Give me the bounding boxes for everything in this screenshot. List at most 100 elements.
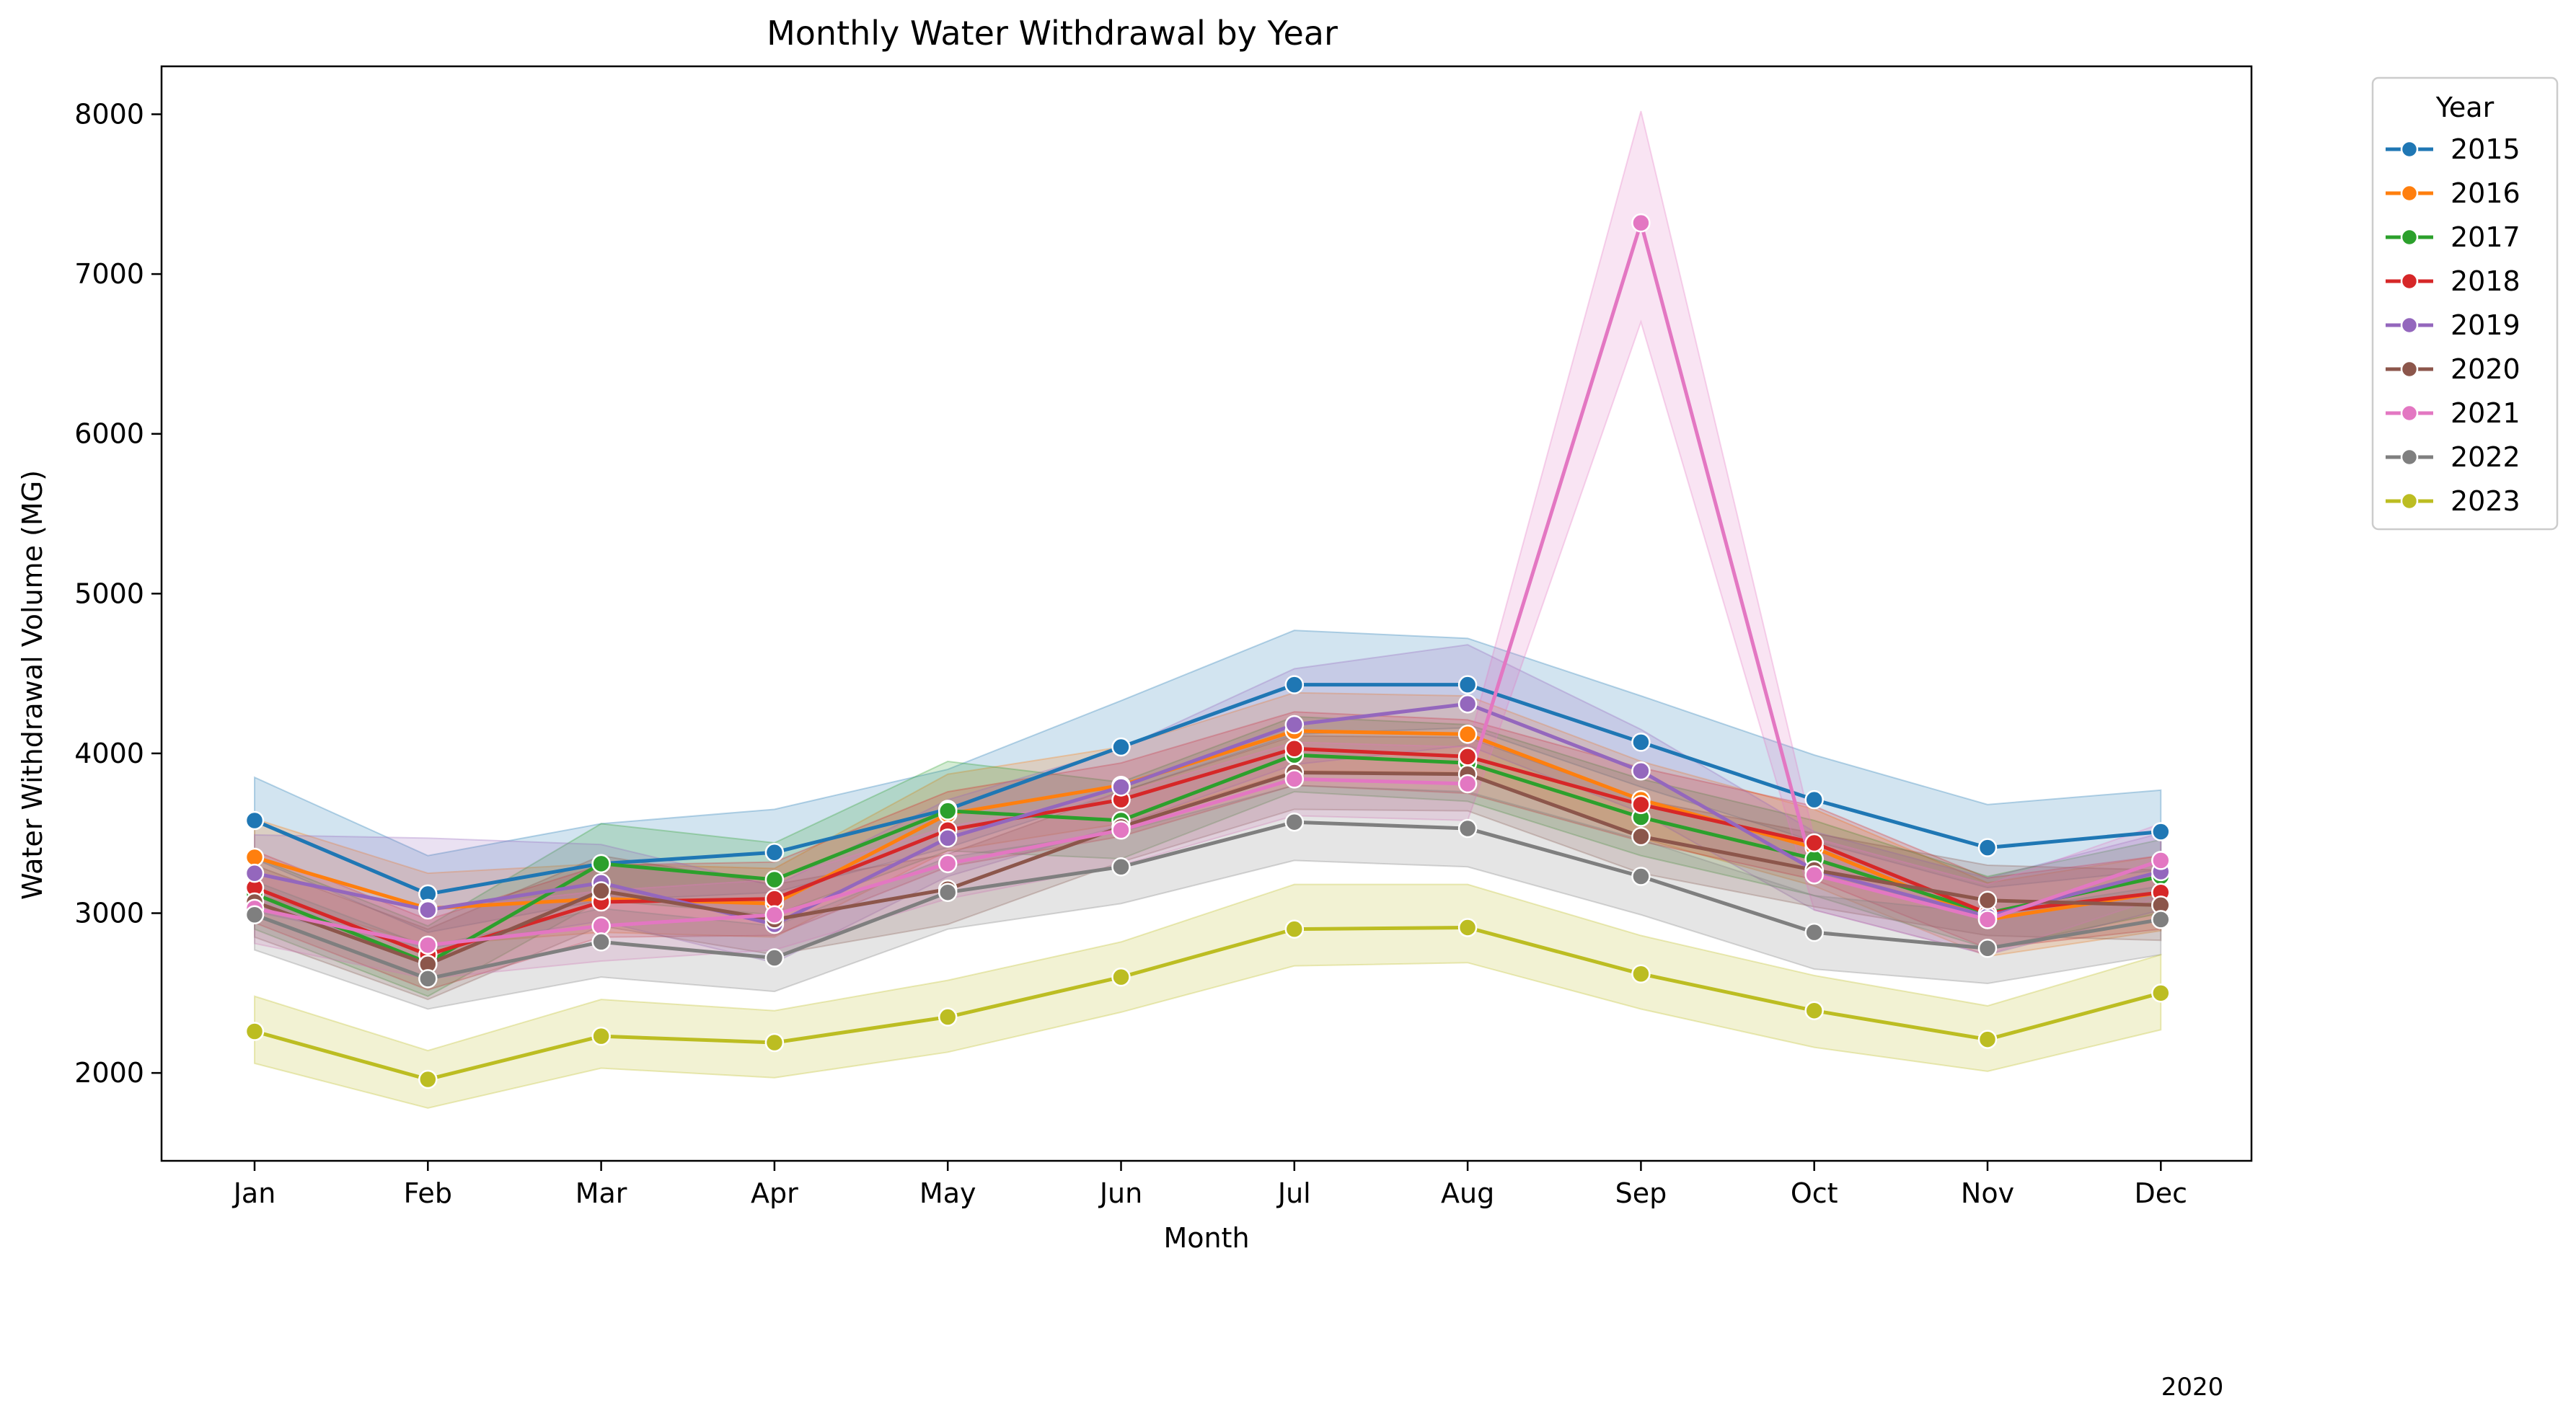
- legend-marker-2016: [2400, 184, 2419, 203]
- x-tick-label: Aug: [1441, 1177, 1494, 1209]
- data-point-2023-Jul: [1284, 919, 1305, 939]
- data-point-2023-Oct: [1804, 1001, 1824, 1020]
- data-point-2021-Jun: [1111, 821, 1131, 840]
- x-tick-label: Nov: [1961, 1177, 2014, 1209]
- data-point-2021-Nov: [1977, 910, 1998, 929]
- data-point-2017-Apr: [764, 870, 785, 890]
- legend-label-2020: 2020: [2451, 353, 2520, 385]
- data-point-2022-Sep: [1631, 867, 1651, 886]
- legend-label-2016: 2016: [2451, 177, 2520, 209]
- data-point-2023-Nov: [1977, 1030, 1998, 1049]
- data-point-2015-Apr: [764, 843, 785, 862]
- data-point-2015-Jan: [244, 810, 265, 831]
- data-point-2017-Mar: [591, 854, 611, 874]
- data-point-2015-Sep: [1631, 733, 1651, 752]
- y-tick-label: 5000: [74, 578, 144, 609]
- legend-marker-2017: [2400, 228, 2419, 247]
- confidence-band-2023: [254, 883, 2162, 1109]
- data-point-2023-Sep: [1631, 964, 1651, 983]
- series-lines: [254, 221, 2162, 1082]
- legend-label-2022: 2022: [2451, 441, 2520, 473]
- data-point-2015-Oct: [1804, 790, 1824, 810]
- data-point-2021-Dec: [2151, 851, 2171, 870]
- legend-marker-2020: [2400, 360, 2419, 379]
- y-axis-label: Water Withdrawal Volume (MG): [17, 470, 48, 900]
- data-point-2018-Oct: [1804, 833, 1824, 853]
- y-tick-label: 2000: [74, 1057, 144, 1089]
- y-tick-label: 8000: [74, 98, 144, 130]
- data-point-2021-Feb: [418, 935, 438, 955]
- series-line-2019: [254, 702, 2161, 927]
- series-line-2021: [254, 221, 2162, 947]
- y-tick-label: 4000: [74, 738, 144, 769]
- series-line-2017: [254, 753, 2161, 965]
- series-line-2018: [254, 746, 2161, 957]
- data-point-2016-Aug: [1457, 725, 1478, 744]
- data-point-2015-Dec: [2151, 822, 2171, 841]
- x-tick-label: Jan: [232, 1177, 276, 1209]
- legend-marker-2019: [2400, 316, 2419, 335]
- data-point-2015-Jul: [1284, 675, 1305, 694]
- data-point-2022-Jul: [1284, 812, 1305, 832]
- data-point-2022-Aug: [1457, 818, 1478, 839]
- legend-label-2017: 2017: [2451, 221, 2520, 253]
- data-point-2022-Feb: [418, 969, 438, 989]
- data-point-2018-Apr: [764, 889, 785, 908]
- data-point-2015-Jun: [1111, 737, 1131, 757]
- data-point-2019-May: [938, 828, 958, 848]
- data-point-2019-Sep: [1631, 761, 1651, 781]
- data-point-2018-Sep: [1631, 795, 1651, 815]
- data-point-2021-Oct: [1804, 865, 1824, 885]
- data-point-2023-Jan: [244, 1022, 265, 1041]
- confidence-band-2016: [254, 691, 2162, 958]
- data-point-2019-Aug: [1457, 694, 1478, 714]
- data-point-2017-May: [938, 801, 958, 821]
- legend-items: 2015 2016 2017 2018 2019 2020 2021 2022 2023: [2386, 133, 2520, 517]
- legend: Year 2015 2016 2017 2018 2019 2020 2021 2022 202…: [2371, 76, 2559, 531]
- data-point-2018-Jul: [1284, 739, 1305, 759]
- x-tick-label: Feb: [404, 1177, 452, 1209]
- legend-marker-2015: [2400, 140, 2419, 159]
- data-point-2022-Dec: [2151, 910, 2171, 929]
- plot-frame: [160, 65, 2253, 1162]
- legend-label-2019: 2019: [2451, 309, 2520, 341]
- data-point-2021-May: [938, 854, 958, 874]
- legend-label-2015: 2015: [2451, 133, 2520, 165]
- data-point-2023-Dec: [2151, 983, 2171, 1003]
- series-line-2016: [254, 729, 2161, 921]
- data-point-2021-Jul: [1284, 769, 1305, 789]
- x-tick-label: Apr: [751, 1177, 798, 1209]
- data-point-2023-Aug: [1457, 918, 1478, 937]
- data-point-2016-Jan: [244, 847, 265, 867]
- data-point-2019-Jun: [1111, 777, 1131, 797]
- legend-marker-2018: [2400, 272, 2419, 291]
- legend-title: Year: [2435, 92, 2495, 123]
- data-point-2021-Aug: [1457, 774, 1478, 794]
- x-tick-label: Jun: [1098, 1177, 1142, 1209]
- confidence-band-2018: [254, 711, 2162, 991]
- data-point-2020-Sep: [1631, 826, 1651, 846]
- data-point-2023-May: [938, 1007, 958, 1027]
- data-point-2022-Nov: [1977, 939, 1998, 958]
- data-point-2021-Mar: [591, 916, 611, 936]
- data-point-2023-Feb: [418, 1069, 438, 1089]
- data-point-2019-Jan: [244, 863, 265, 883]
- series-line-2022: [254, 820, 2161, 981]
- data-point-2023-Mar: [591, 1026, 611, 1046]
- footnote: 2020: [2161, 1373, 2224, 1402]
- data-point-2019-Jul: [1284, 715, 1305, 735]
- y-tick-label: 6000: [74, 418, 144, 450]
- legend-label-2021: 2021: [2451, 397, 2520, 429]
- legend-label-2018: 2018: [2451, 265, 2520, 297]
- series-line-2020: [254, 770, 2161, 966]
- data-point-2022-Apr: [764, 948, 785, 968]
- data-point-2020-Nov: [1977, 890, 1998, 911]
- x-tick-label: Mar: [575, 1177, 627, 1209]
- data-point-2022-Mar: [591, 932, 611, 952]
- series-line-2023: [254, 925, 2161, 1082]
- data-point-2022-May: [938, 883, 958, 902]
- y-tick-label: 3000: [74, 898, 144, 929]
- legend-marker-2021: [2400, 404, 2419, 423]
